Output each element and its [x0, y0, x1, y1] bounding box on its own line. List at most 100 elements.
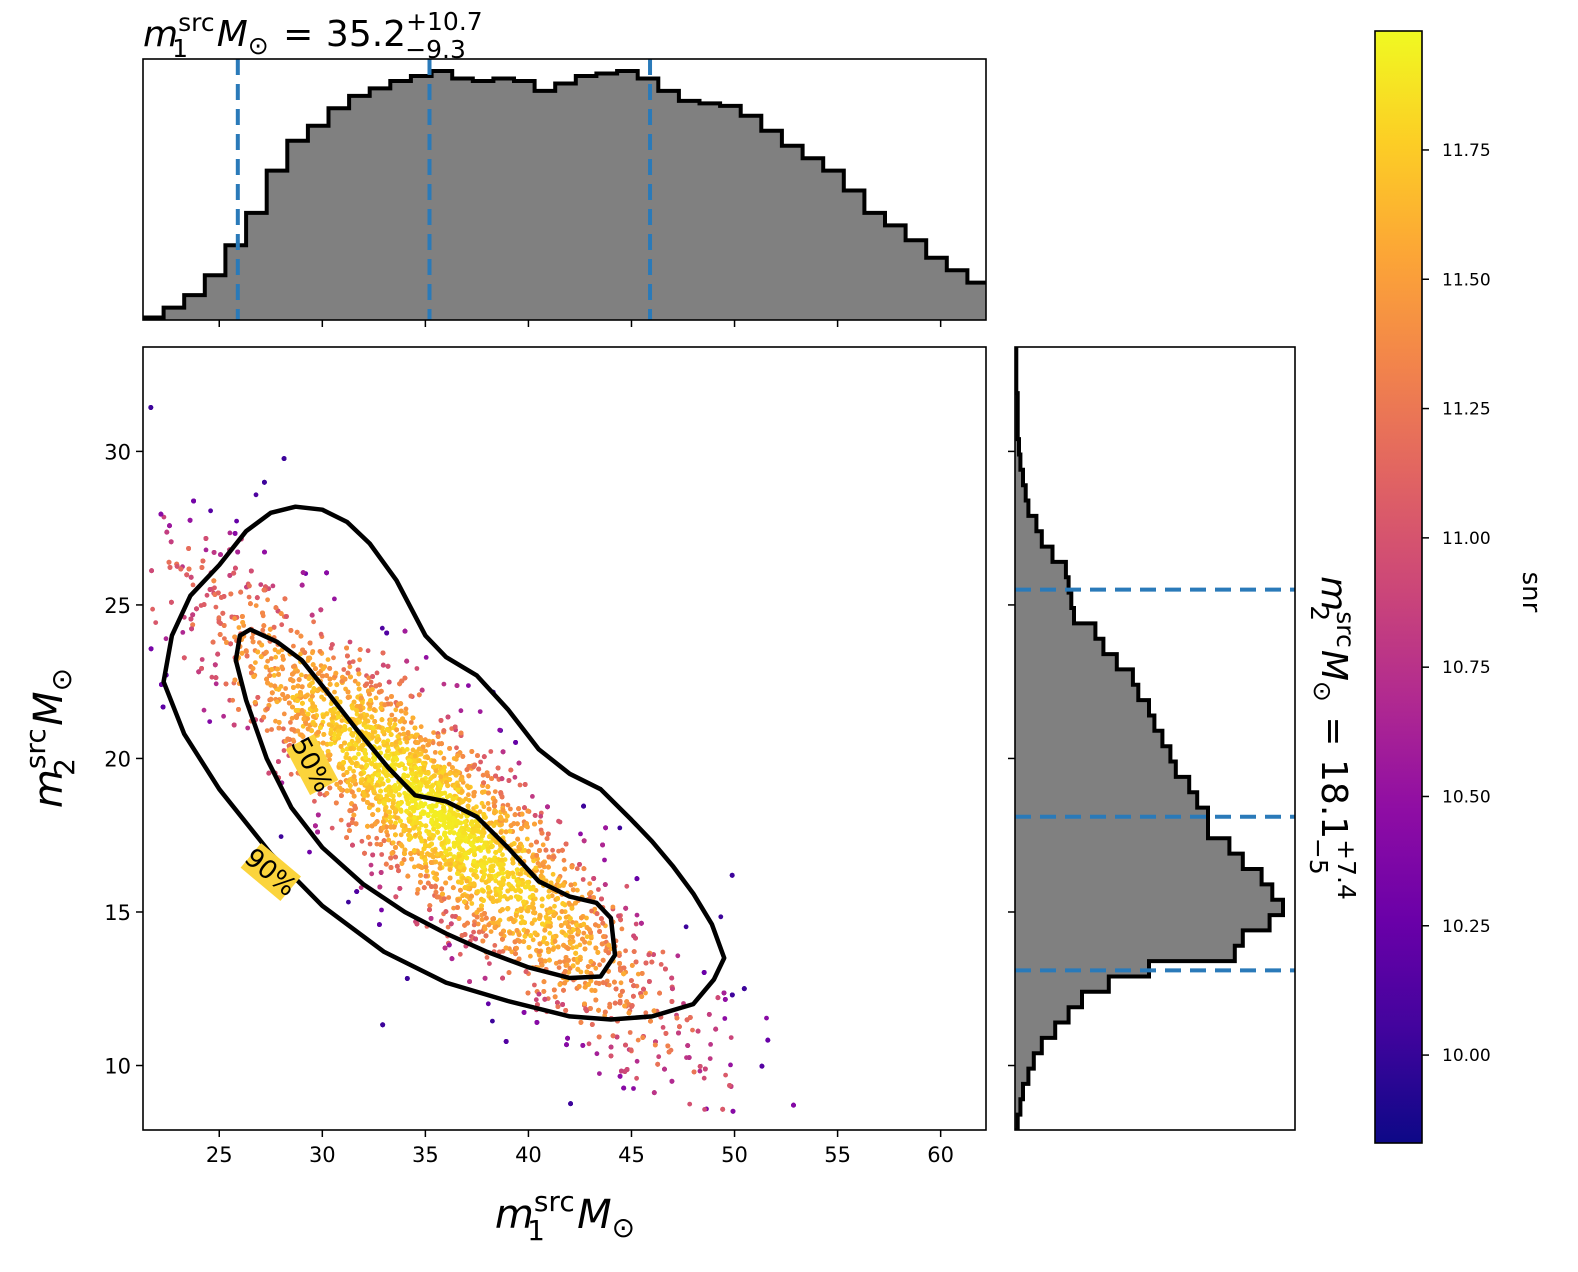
scatter-point — [330, 719, 335, 725]
scatter-point — [487, 961, 492, 966]
scatter-point — [447, 846, 452, 852]
scatter-point — [477, 809, 483, 815]
scatter-point — [204, 592, 210, 598]
scatter-point — [351, 768, 356, 774]
scatter-point — [281, 711, 287, 717]
scatter-point — [484, 955, 490, 960]
scatter-point — [331, 655, 336, 661]
scatter-point — [346, 742, 352, 748]
scatter-point — [546, 888, 552, 894]
scatter-point — [567, 902, 573, 907]
scatter-point — [258, 582, 264, 587]
scatter-point — [281, 726, 286, 732]
scatter-point — [325, 657, 331, 662]
scatter-point — [478, 759, 483, 765]
scatter-point — [374, 841, 380, 847]
scatter-point — [359, 838, 365, 844]
scatter-point — [341, 667, 347, 672]
scatter-point — [419, 822, 424, 828]
scatter-point — [474, 804, 479, 810]
label-plus: +10.7 — [406, 7, 483, 36]
scatter-point — [728, 1035, 734, 1040]
scatter-point — [538, 813, 544, 819]
scatter-point — [403, 706, 409, 712]
scatter-point — [561, 857, 567, 863]
scatter-point — [430, 740, 436, 746]
scatter-point — [596, 887, 601, 892]
scatter-point — [384, 813, 389, 819]
scatter-point — [593, 965, 599, 971]
scatter-point — [253, 660, 258, 665]
scatter-point — [701, 1075, 707, 1081]
scatter-point — [350, 816, 355, 822]
scatter-point — [361, 797, 366, 802]
scatter-point — [347, 660, 352, 666]
scatter-point — [617, 825, 623, 831]
scatter-point — [389, 712, 395, 718]
label-median: 35.2 — [326, 14, 406, 55]
scatter-point — [619, 926, 625, 932]
scatter-point — [279, 664, 285, 670]
scatter-point — [367, 841, 373, 847]
scatter-point — [367, 704, 373, 709]
scatter-point — [633, 921, 639, 927]
scatter-point — [203, 547, 209, 553]
scatter-point — [362, 747, 368, 753]
top-quantile-lines — [235, 59, 653, 320]
scatter-point — [532, 982, 537, 988]
scatter-point — [352, 678, 358, 684]
scatter-point — [384, 696, 390, 701]
scatter-point — [332, 689, 337, 695]
scatter-point — [312, 798, 317, 804]
scatter-point — [418, 724, 424, 730]
scatter-point — [414, 666, 420, 671]
scatter-point — [477, 709, 483, 714]
scatter-point — [355, 681, 361, 687]
scatter-point — [290, 737, 296, 743]
scatter-point — [339, 718, 345, 723]
scatter-point — [512, 774, 518, 780]
scatter-point — [253, 603, 259, 608]
scatter-point — [311, 619, 316, 625]
top-histogram-ticks — [218, 320, 942, 327]
scatter-point — [458, 708, 464, 714]
scatter-point — [660, 1025, 666, 1030]
scatter-point — [417, 834, 423, 840]
scatter-point — [347, 639, 353, 645]
scatter-point — [624, 883, 630, 889]
scatter-point — [728, 1062, 733, 1068]
scatter-point — [283, 686, 288, 691]
scatter-point — [222, 636, 227, 641]
scatter-point — [332, 596, 337, 602]
scatter-point — [368, 862, 374, 868]
scatter-point — [161, 514, 167, 520]
top-histogram — [142, 58, 987, 327]
label-unit-sub: ⊙ — [248, 31, 269, 60]
top-histogram-frame — [142, 58, 987, 321]
scatter-point — [503, 818, 509, 823]
scatter-point — [570, 934, 575, 940]
scatter-point — [466, 683, 471, 688]
scatter-point — [230, 697, 236, 703]
top-histogram-title: msrc 1 M⊙ = 35.2+10.7 −9.3 — [143, 7, 483, 64]
scatter-point — [475, 921, 481, 927]
scatter-point — [279, 622, 285, 628]
scatter-point — [453, 756, 459, 762]
label-minus: −9.3 — [405, 35, 466, 64]
scatter-point — [253, 492, 259, 498]
scatter-point — [530, 794, 535, 799]
scatter-point — [354, 711, 360, 717]
scatter-point — [377, 745, 382, 751]
scatter-point — [687, 1101, 693, 1107]
scatter-point — [572, 881, 578, 887]
scatter-point — [606, 982, 612, 988]
scatter-point — [291, 643, 296, 649]
scatter-point — [517, 782, 523, 788]
scatter-point — [702, 1107, 707, 1112]
scatter-point — [264, 728, 270, 733]
scatter-point — [405, 773, 411, 779]
scatter-point — [379, 625, 385, 631]
scatter-point — [462, 819, 468, 825]
scatter-point — [424, 868, 430, 874]
